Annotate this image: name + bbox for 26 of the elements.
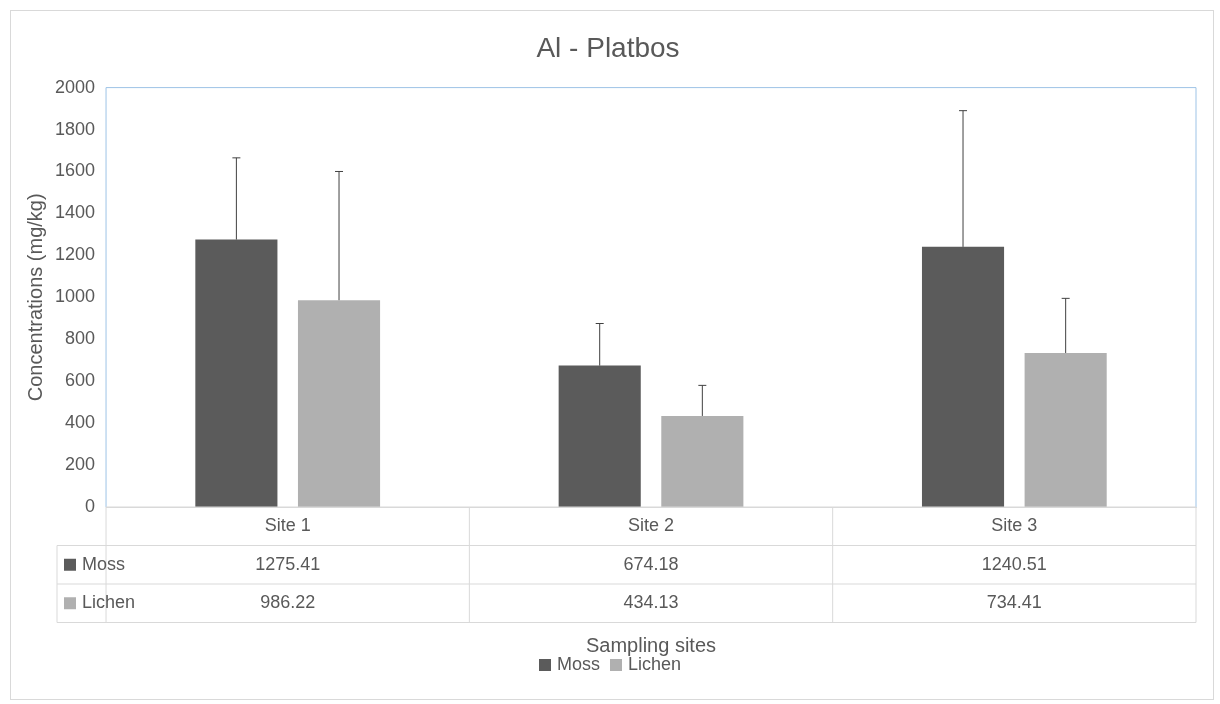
y-axis-title: Concentrations (mg/kg): [23, 193, 46, 402]
chart-title: Al - Platbos: [536, 31, 680, 63]
x-tick-label: Site 1: [264, 515, 311, 536]
y-tick-label: 600: [65, 370, 96, 391]
legend-label: Moss: [82, 553, 126, 574]
y-tick-label: 0: [85, 495, 96, 516]
data-label: 1275.41: [255, 553, 321, 574]
y-tick-label: 400: [65, 412, 96, 433]
y-tick-label: 800: [65, 328, 96, 349]
y-tick-label: 2000: [55, 76, 96, 97]
data-label: 434.13: [623, 592, 679, 613]
text: Moss: [556, 654, 600, 674]
y-tick-label: 200: [65, 454, 96, 475]
y-tick-label: 1200: [55, 244, 96, 265]
y-tick-label: 1800: [55, 118, 96, 139]
y-tick-label: 1000: [55, 286, 96, 307]
x-axis-title: Sampling sites: [585, 634, 717, 657]
y-tick-label: 1400: [55, 202, 96, 223]
data-label: 674.18: [623, 553, 679, 574]
y-tick-label: 1600: [55, 160, 96, 181]
data-label: 1240.51: [981, 553, 1047, 574]
x-tick-label: Site 2: [628, 515, 675, 536]
x-tick-label: Site 3: [991, 515, 1038, 536]
data-label: 734.41: [986, 592, 1042, 613]
data-label: 986.22: [260, 592, 316, 613]
text: Lichen: [82, 592, 136, 613]
